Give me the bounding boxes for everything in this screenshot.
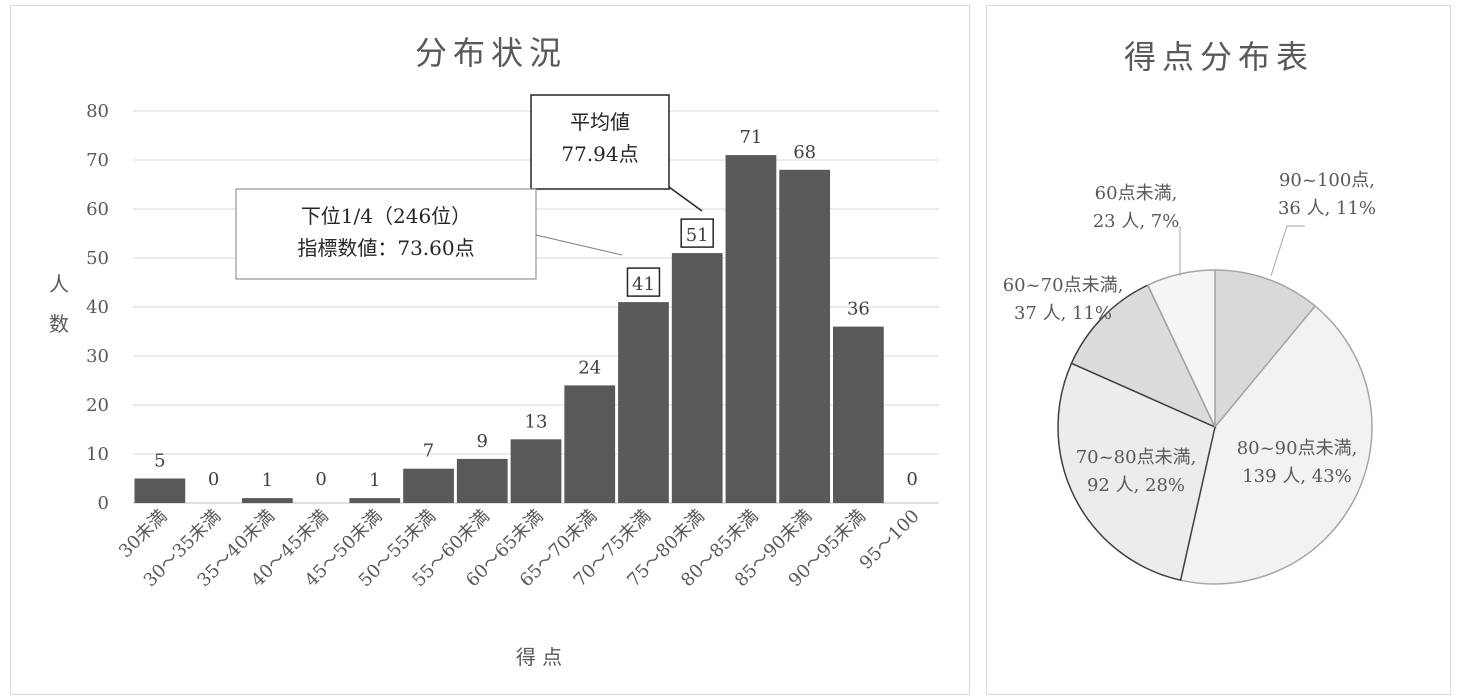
pie-label-line2: 92 人, 28% (1087, 475, 1185, 496)
data-label: 9 (477, 431, 488, 452)
pie-label-line1: 80~90点未満, (1237, 438, 1358, 459)
histogram-title: 分布状況 (415, 34, 567, 72)
bar (725, 155, 777, 503)
data-labels: 5 0 1 0 1 7 9 13 24 41 51 71 68 36 0 (154, 127, 918, 491)
x-axis-ticks: 30未満30～35未満35～40未満40～45未満45～50未満50～55未満5… (115, 506, 924, 591)
pie-slice (1070, 284, 1217, 429)
annotation-text: 指標数値：73.60点 (297, 236, 474, 260)
data-label: 13 (525, 411, 548, 432)
bars (134, 155, 884, 504)
pie-labels: 90~100点, 36 人, 11% 80~90点未満, 139 人, 43% 70~8… (1003, 170, 1376, 496)
y-tick-label: 30 (86, 346, 109, 367)
data-label: 71 (739, 127, 762, 148)
x-tick-label: 95～100 (856, 506, 924, 574)
bar (510, 439, 562, 503)
y-axis-title-char: 人 (49, 272, 69, 296)
data-label: 68 (793, 142, 816, 163)
histogram-panel: 分布状況 0 10 20 30 40 50 60 70 80 5 0 1 0 1 7 9 13 24 41 51 71… (10, 5, 970, 695)
data-label: 1 (262, 470, 273, 491)
pie-title: 得点分布表 (1124, 38, 1314, 76)
y-axis-title-char: 数 (49, 312, 69, 336)
pie-label-line1: 90~100点, (1279, 170, 1375, 191)
y-axis-title: 人数 (49, 272, 69, 336)
bar (349, 498, 401, 503)
data-label: 7 (423, 441, 434, 462)
y-tick-label: 10 (86, 444, 109, 465)
y-tick-label: 0 (98, 493, 109, 514)
y-axis-ticks: 0 10 20 30 40 50 60 70 80 (86, 101, 109, 514)
pie-slice (1146, 269, 1216, 428)
pie-slice (1179, 305, 1373, 585)
bar (564, 385, 616, 503)
pie-label-line2: 139 人, 43% (1242, 466, 1352, 487)
data-label-box (680, 218, 714, 248)
pie-chart: 得点分布表 90~100点, 36 人, 11% 80~90点未満, 139 人, 4… (1003, 38, 1376, 585)
pie-leader-line (1270, 225, 1305, 277)
annotation-leader (535, 234, 623, 256)
data-label: 0 (906, 469, 917, 490)
pie-panel: 得点分布表 90~100点, 36 人, 11% 80~90点未満, 139 人, 4… (986, 5, 1451, 695)
annotation-box (530, 94, 670, 190)
pie-label-line2: 37 人, 11% (1014, 303, 1112, 324)
pie-label-line2: 36 人, 11% (1278, 198, 1376, 219)
pie-label-line1: 70~80点未満, (1076, 447, 1197, 468)
y-tick-label: 80 (86, 101, 109, 122)
y-tick-label: 20 (86, 395, 109, 416)
pie-slice (1214, 269, 1317, 430)
bar (618, 302, 669, 503)
data-label-box (626, 267, 661, 297)
annotation-text: 77.94点 (561, 142, 638, 166)
data-label: 36 (847, 299, 870, 320)
y-tick-label: 60 (86, 199, 109, 220)
pie-label-line2: 23 人, 7% (1093, 211, 1180, 232)
data-label: 51 (686, 225, 709, 246)
pie-label-line1: 60点未満, (1095, 183, 1178, 204)
y-tick-label: 50 (86, 248, 109, 269)
annotation-leader (668, 186, 703, 212)
annotation-text: 平均値 (570, 110, 630, 134)
data-label: 24 (578, 357, 601, 378)
y-tick-label: 40 (86, 297, 109, 318)
annotation-box (235, 188, 537, 280)
bar (403, 468, 454, 503)
data-label: 5 (154, 451, 165, 472)
data-label: 0 (208, 469, 219, 490)
pie-slice (1057, 362, 1216, 582)
bar (779, 169, 831, 504)
bar (134, 478, 186, 503)
pie-label-line1: 60~70点未満, (1003, 275, 1124, 296)
y-tick-label: 70 (86, 150, 109, 171)
x-axis-title: 得 点 (516, 645, 562, 669)
bar (671, 253, 723, 503)
bar (241, 498, 293, 503)
annotation-text: 下位1/4（246位） (301, 204, 471, 228)
pie-leader-lines (1179, 225, 1305, 277)
pie-slices (1057, 269, 1373, 585)
bar (456, 458, 508, 503)
data-label: 41 (632, 274, 655, 295)
bar (833, 326, 884, 503)
data-label: 0 (315, 469, 326, 490)
data-label: 1 (369, 470, 380, 491)
